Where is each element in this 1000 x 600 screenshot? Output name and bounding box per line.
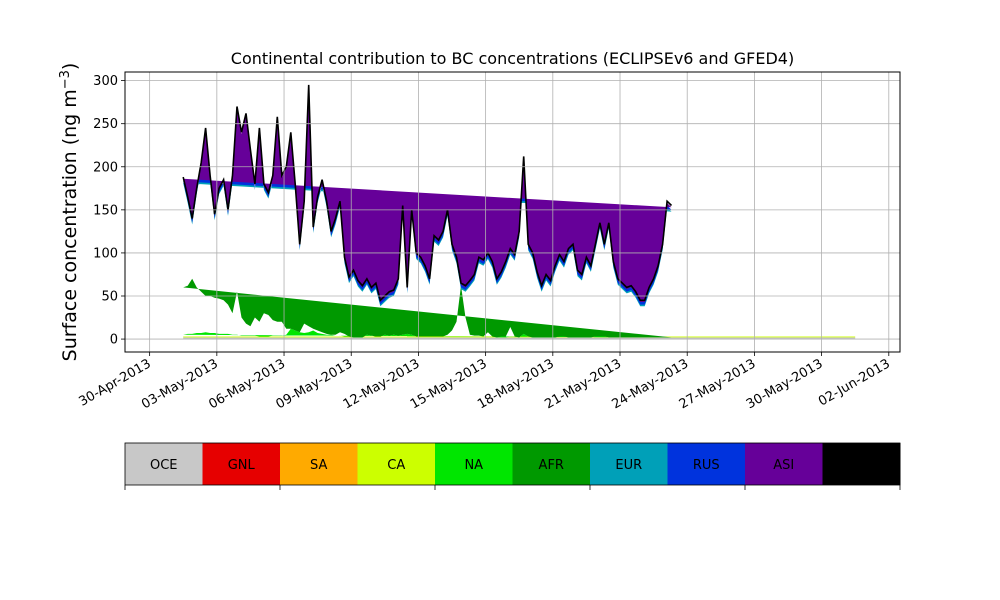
legend-frame	[124, 442, 901, 486]
legend-swatch-ca	[357, 443, 436, 485]
y-tick-label: 150	[93, 203, 118, 218]
area-na	[183, 328, 672, 338]
legend-label-eur: EUR	[615, 458, 642, 473]
legend-swatch-gnl	[202, 443, 281, 485]
y-tick-label: 250	[93, 117, 118, 132]
legend-swatch-aus	[822, 443, 901, 485]
x-tick-label: 30-May-2013	[744, 356, 826, 412]
legend-swatch-afr	[512, 443, 591, 485]
y-tick-label: 300	[93, 74, 118, 89]
area-aus-outline	[182, 84, 673, 302]
legend-swatch-na	[435, 443, 513, 485]
legend-swatch-sa	[280, 443, 358, 485]
legend-label-aus: AUS	[848, 458, 875, 473]
y-tick-label: 0	[110, 333, 118, 348]
legend-swatch-eur	[590, 443, 668, 485]
x-tick-label: 02-Jun-2013	[816, 356, 893, 409]
legend-label-sa: SA	[310, 458, 327, 473]
y-tick-label: 100	[93, 246, 118, 261]
legend-label-gnl: GNL	[228, 458, 256, 473]
y-axis-label: Surface concentration (ng m−3)	[58, 63, 81, 362]
y-tick-label: 200	[93, 160, 118, 175]
region-legend-colorbar: OCE GNL SA CA NA AFR EUR RUS ASI AUS	[124, 442, 901, 490]
legend-swatch-asi	[745, 443, 823, 485]
legend-swatch-oce	[125, 443, 203, 485]
legend-label-afr: AFR	[539, 458, 564, 473]
legend-label-rus: RUS	[693, 458, 720, 473]
legend-label-asi: ASI	[773, 458, 794, 473]
legend-label-oce: OCE	[150, 458, 178, 473]
area-asi	[183, 86, 672, 302]
legend-label-na: NA	[464, 458, 483, 473]
y-tick-label: 50	[101, 290, 118, 305]
chart-title: Continental contribution to BC concentra…	[231, 49, 794, 68]
plot-frame	[124, 71, 901, 353]
grid-lines	[125, 72, 900, 352]
area-afr	[183, 278, 672, 338]
legend-label-ca: CA	[387, 458, 405, 473]
legend-swatch-rus	[667, 443, 746, 485]
